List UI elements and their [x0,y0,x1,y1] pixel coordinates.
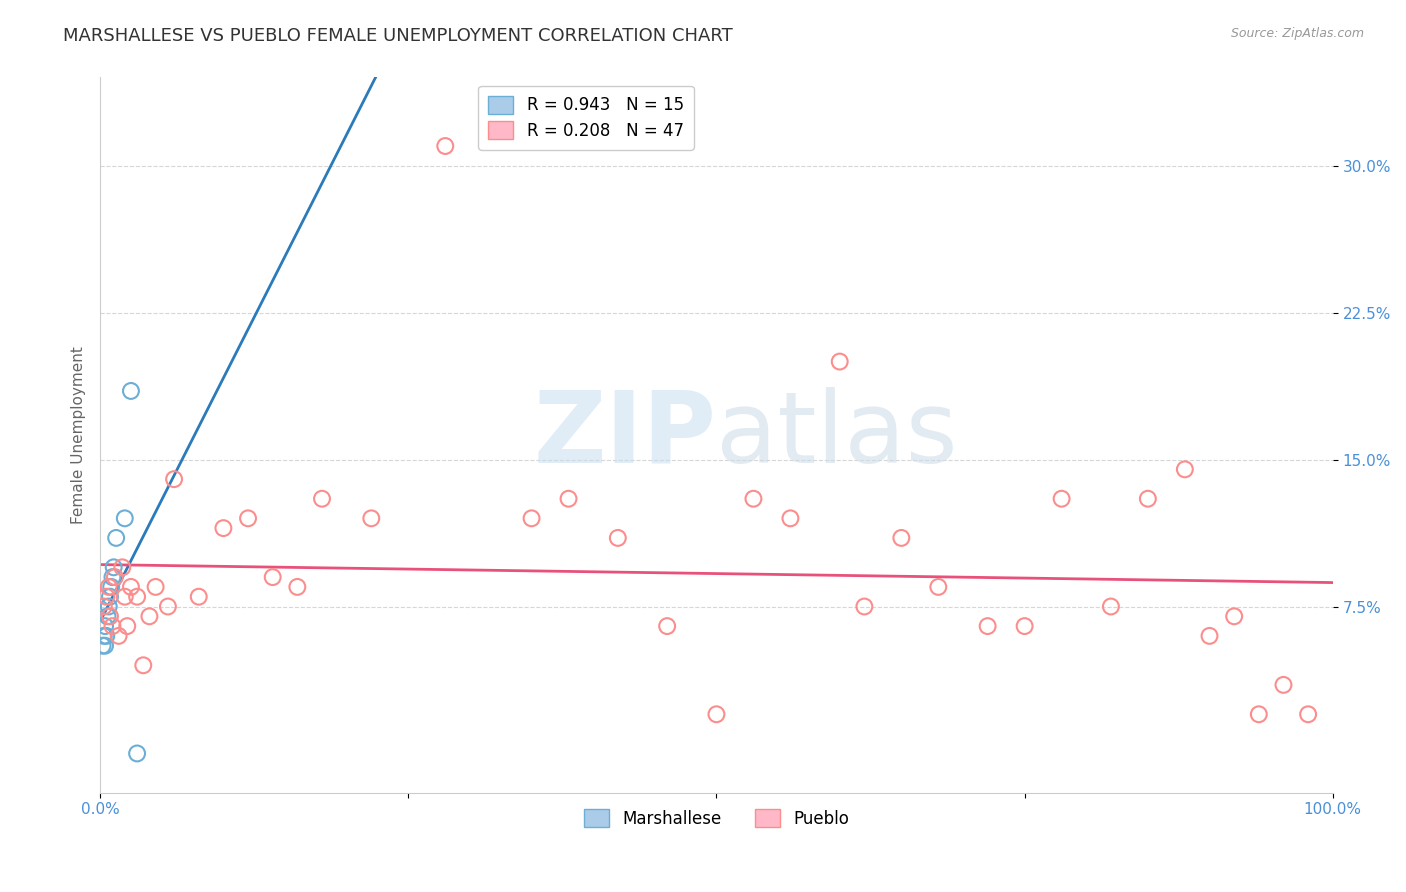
Point [93,599,115,614]
Point [156,599,179,614]
Point [145,580,167,594]
Point [101,570,124,584]
Text: Source: ZipAtlas.com: Source: ZipAtlas.com [1230,27,1364,40]
Point [657,619,679,633]
Point [120,580,142,594]
Point [120,384,142,398]
Point [97,580,120,594]
Point [111,560,134,574]
Point [742,491,765,506]
Point [1099,599,1122,614]
Point [96,609,118,624]
Point [127,747,149,761]
Point [163,472,186,486]
Point [557,491,579,506]
Point [262,570,284,584]
Point [94,619,117,633]
Point [96,629,118,643]
Point [706,707,728,722]
Point [104,570,127,584]
Point [100,580,122,594]
Point [98,609,121,624]
Point [103,560,125,574]
Point [434,139,457,153]
Point [311,491,333,506]
Point [1136,491,1159,506]
Point [1223,609,1246,624]
Point [1272,678,1295,692]
Point [138,609,160,624]
Point [1247,707,1270,722]
Point [1198,629,1220,643]
Point [1174,462,1197,476]
Point [779,511,801,525]
Point [828,354,851,368]
Point [1014,619,1036,633]
Point [91,639,114,653]
Point [127,590,149,604]
Text: MARSHALLESE VS PUEBLO FEMALE UNEMPLOYMENT CORRELATION CHART: MARSHALLESE VS PUEBLO FEMALE UNEMPLOYMEN… [63,27,733,45]
Point [114,590,136,604]
Point [105,531,128,545]
Point [107,629,129,643]
Point [520,511,543,525]
Point [1296,707,1319,722]
Text: ZIP: ZIP [534,386,717,483]
Y-axis label: Female Unemployment: Female Unemployment [72,346,86,524]
Point [132,658,155,673]
Point [853,599,876,614]
Text: atlas: atlas [717,386,957,483]
Point [927,580,949,594]
Point [114,511,136,525]
Point [212,521,235,535]
Point [117,619,139,633]
Point [97,599,120,614]
Point [98,590,121,604]
Point [360,511,382,525]
Point [236,511,259,525]
Point [96,590,118,604]
Point [890,531,912,545]
Point [101,619,124,633]
Point [1050,491,1073,506]
Point [285,580,308,594]
Point [606,531,628,545]
Point [976,619,998,633]
Point [94,639,117,653]
Point [93,629,115,643]
Point [187,590,209,604]
Legend: Marshallese, Pueblo: Marshallese, Pueblo [578,803,856,834]
